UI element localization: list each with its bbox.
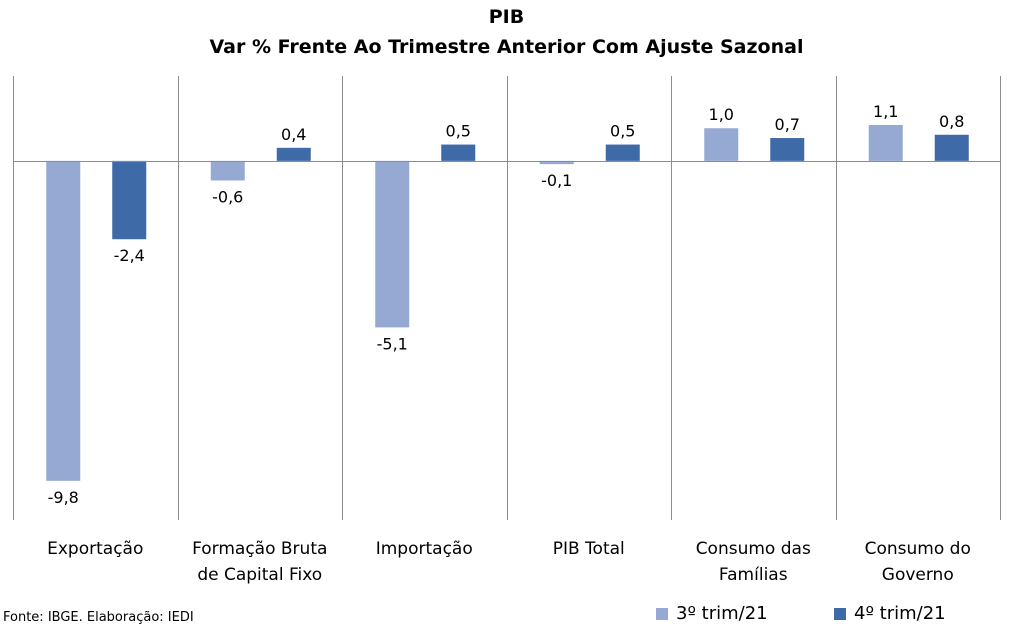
legend-item-4trim: 4º trim/21 xyxy=(834,603,946,624)
category-label: PIB Total xyxy=(553,539,625,559)
legend-swatch-4trim xyxy=(834,607,846,620)
bar-4trim xyxy=(276,147,311,161)
data-label: -5,1 xyxy=(377,334,408,353)
chart-title: PIB xyxy=(488,6,525,28)
data-label: 0,5 xyxy=(446,122,471,141)
bar-3trim xyxy=(868,124,903,161)
chart-subtitle: Var % Frente Ao Trimestre Anterior Com A… xyxy=(209,36,804,58)
data-label: 0,4 xyxy=(281,125,306,144)
data-label: -0,1 xyxy=(541,171,572,190)
bar-3trim xyxy=(539,160,574,165)
bar-3trim xyxy=(375,160,410,328)
legend-item-3trim: 3º trim/21 xyxy=(656,603,768,624)
data-label: 1,0 xyxy=(709,105,734,124)
category-label: Consumo das xyxy=(696,539,811,559)
category-label: Exportação xyxy=(47,539,143,559)
bar-4trim xyxy=(441,144,476,161)
legend-swatch-3trim xyxy=(656,607,668,620)
category-label: Famílias xyxy=(719,565,788,585)
bar-4trim xyxy=(770,138,805,161)
data-label: -9,8 xyxy=(48,488,79,507)
bar-4trim xyxy=(934,134,969,161)
category-label: Importação xyxy=(376,539,473,559)
data-label: 1,1 xyxy=(873,102,898,121)
bar-4trim xyxy=(605,144,640,161)
data-label: -2,4 xyxy=(114,246,145,265)
bar-4trim xyxy=(112,160,147,240)
legend-label-3trim: 3º trim/21 xyxy=(676,603,768,624)
source-note: Fonte: IBGE. Elaboração: IEDI xyxy=(3,610,194,625)
category-label: Governo xyxy=(882,565,954,585)
bar-3trim xyxy=(704,128,739,161)
data-label: 0,7 xyxy=(775,115,800,134)
category-label: Formação Bruta xyxy=(192,539,327,559)
bar-3trim xyxy=(210,160,245,181)
legend-label-4trim: 4º trim/21 xyxy=(854,603,946,624)
data-label: -0,6 xyxy=(212,187,243,206)
category-label: de Capital Fixo xyxy=(197,565,322,585)
bar-3trim xyxy=(46,160,81,481)
category-label: Consumo do xyxy=(865,539,971,559)
data-label: 0,8 xyxy=(939,112,964,131)
data-label: 0,5 xyxy=(610,122,635,141)
